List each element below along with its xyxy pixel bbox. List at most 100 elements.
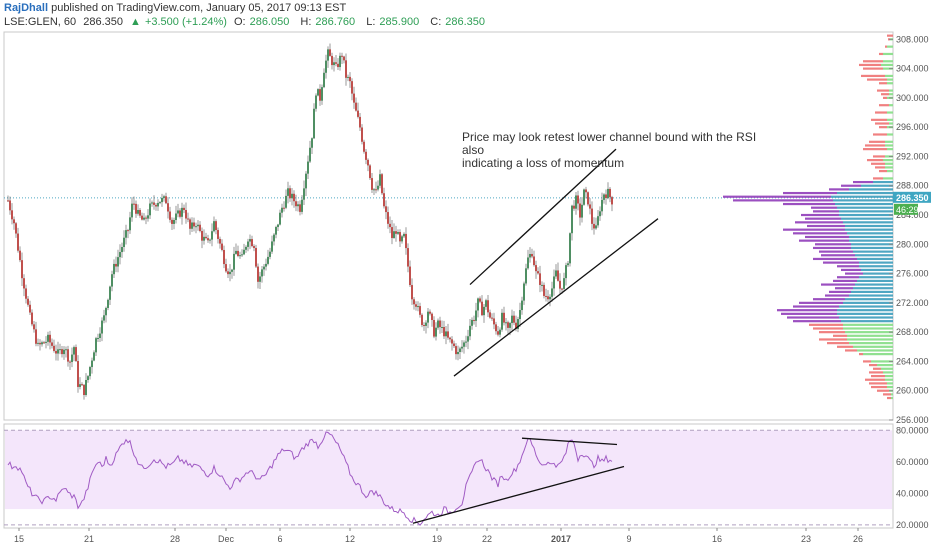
candle-body (381, 174, 383, 194)
candle-body (323, 72, 325, 88)
symbol-label[interactable]: LSE:GLEN, 60 (4, 16, 77, 28)
volume-bar-sell (881, 93, 889, 96)
candle-body (553, 276, 555, 289)
volume-bar-sell (819, 250, 853, 253)
candle-body (35, 329, 37, 344)
volume-bar-buy (889, 122, 893, 125)
volume-bar-buy (885, 378, 893, 381)
candle-body (495, 324, 497, 332)
candle-body (569, 233, 571, 264)
volume-bar-buy (841, 320, 893, 323)
rsi-trendline-2 (521, 437, 618, 446)
volume-bar-buy (845, 298, 893, 301)
volume-bar-sell (733, 199, 833, 202)
volume-bar-sell (859, 63, 881, 67)
candle-body (461, 346, 463, 349)
volume-bar-buy (849, 188, 893, 191)
candle-body (555, 270, 557, 277)
volume-bar-sell (863, 360, 871, 363)
candle-body (105, 307, 107, 316)
volume-bar-buy (851, 290, 893, 293)
volume-bar-buy (833, 199, 893, 202)
candle-body (589, 204, 591, 209)
volume-bar-sell (813, 327, 843, 330)
candle-body (287, 188, 289, 196)
volume-bar-sell (879, 126, 887, 129)
publisher-link[interactable]: RajDhall (4, 2, 49, 14)
candle-body (559, 280, 561, 289)
volume-bar-sell (805, 235, 849, 239)
candle-body (557, 270, 559, 281)
volume-bar-sell (869, 363, 877, 367)
candle-body (71, 354, 73, 363)
volume-bar-buy (837, 206, 893, 209)
volume-bar-buy (853, 345, 893, 348)
volume-bar-buy (849, 294, 893, 297)
candle-body (499, 329, 501, 335)
candle-body (601, 199, 603, 212)
candle-body (369, 165, 371, 179)
candle-body (311, 138, 313, 148)
candle-body (149, 203, 151, 216)
candle-body (325, 60, 327, 73)
volume-bar-buy (845, 228, 893, 231)
candle-body (577, 195, 579, 204)
volume-bar-buy (841, 217, 893, 220)
volume-bar-buy (887, 82, 893, 85)
candle-body (23, 278, 25, 289)
volume-bar-sell (873, 177, 883, 180)
candle-body (127, 230, 129, 232)
candle-body (573, 205, 575, 209)
volume-bar-sell (787, 316, 839, 319)
last-price-tag (893, 191, 931, 203)
volume-bar-buy (887, 148, 893, 151)
volume-bar-sell (887, 396, 891, 400)
candle-body (97, 337, 99, 339)
candle-body (551, 288, 553, 297)
candle-body (293, 193, 295, 202)
volume-bar-sell (867, 78, 887, 81)
volume-bar-buy (845, 224, 893, 228)
candle-body (407, 248, 409, 267)
volume-bar-buy (851, 243, 893, 246)
candle-body (383, 193, 385, 207)
candle-body (27, 298, 29, 305)
candle-body (201, 230, 203, 241)
candle-body (169, 211, 171, 220)
volume-bar-buy (885, 162, 893, 165)
price-tick-label: 296.000 (896, 122, 929, 132)
price-tick-label: 300.000 (896, 93, 929, 103)
candle-body (85, 380, 87, 396)
channel-trendline-1 (453, 218, 659, 377)
candle-body (371, 178, 373, 190)
candle-body (111, 274, 113, 287)
volume-bar-sell (845, 349, 857, 352)
volume-bar-buy (887, 78, 893, 81)
candle-body (437, 320, 439, 328)
candle-body (435, 327, 437, 337)
candle-body (329, 49, 331, 56)
trendlines[interactable] (412, 148, 659, 524)
candle-body (247, 241, 249, 247)
candle-body (585, 189, 587, 193)
volume-bar-buy (883, 52, 893, 56)
volume-bar-sell (815, 243, 851, 246)
candle-body (341, 55, 343, 57)
candle-body (33, 324, 35, 330)
candle-body (425, 322, 427, 326)
rsi-tick-label: 60.0000 (896, 457, 929, 467)
chart-annotation[interactable]: Price may look retest lower channel boun… (462, 131, 762, 170)
countdown-tag (894, 203, 918, 215)
candle-body (143, 217, 145, 220)
candle-body (125, 230, 127, 238)
candle-body (611, 197, 613, 205)
candle-body (471, 319, 473, 326)
candle-body (179, 210, 181, 217)
candle-body (401, 236, 403, 242)
volume-bar-buy (837, 191, 893, 195)
last-price: 286.350 (83, 16, 123, 28)
candle-body (421, 314, 423, 326)
volume-bar-buy (887, 118, 893, 121)
candle-body (215, 221, 217, 231)
